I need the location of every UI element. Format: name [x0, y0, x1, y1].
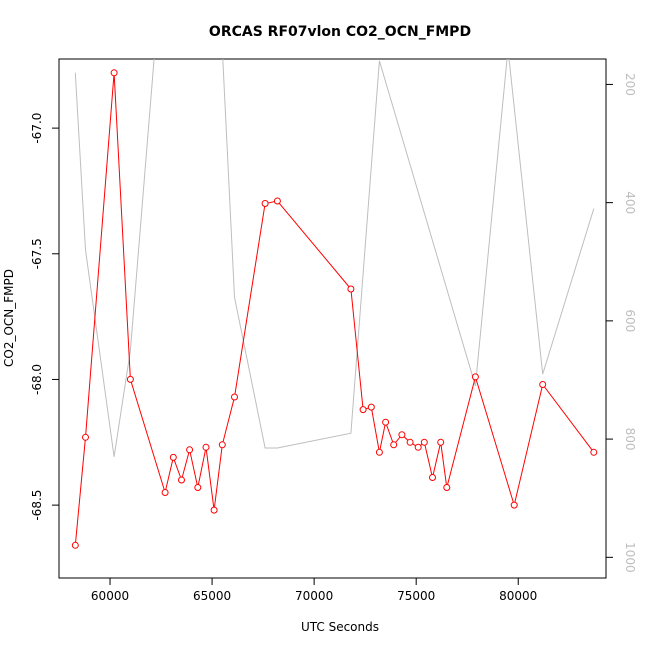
data-point: [420, 438, 428, 446]
data-point: [539, 381, 547, 388]
plot-area: [58, 58, 607, 579]
x-axis: 60000 65000 70000 75000 80000: [91, 578, 537, 603]
data-point: [398, 431, 406, 439]
data-point: [390, 441, 398, 449]
x-tick-label: 60000: [91, 589, 129, 603]
data-point: [367, 403, 375, 411]
x-tick-label: 75000: [397, 589, 435, 603]
data-point: [359, 406, 367, 414]
right-axis-series-line: [74, 59, 595, 457]
data-point: [110, 69, 118, 77]
primary-series: [71, 69, 598, 549]
x-tick-label: 70000: [295, 589, 333, 603]
data-point: [218, 441, 226, 449]
x-axis-label: UTC Seconds: [301, 620, 379, 634]
x-tick-label: 80000: [499, 589, 537, 603]
data-point: [261, 200, 269, 207]
x-tick-label: 65000: [193, 589, 231, 603]
primary-series-line: [74, 72, 595, 546]
right-y-axis: 200 400 600 800 1000: [606, 73, 637, 573]
data-point: [471, 373, 479, 381]
data-point: [71, 541, 79, 549]
right-y-tick-label: 1000: [623, 542, 637, 573]
data-point: [429, 474, 436, 481]
data-point: [510, 501, 518, 509]
right-axis-series: [74, 59, 595, 457]
right-y-tick-label: 800: [623, 428, 637, 451]
y-axis: -67.0 -67.5 -68.0 -68.5: [30, 113, 59, 521]
data-point: [375, 448, 383, 456]
data-point: [406, 438, 414, 446]
data-point: [443, 484, 451, 491]
right-y-tick-label: 400: [623, 191, 637, 214]
data-point: [186, 446, 194, 454]
data-point: [273, 197, 281, 205]
data-point: [347, 285, 355, 293]
data-point: [126, 375, 134, 383]
data-point: [382, 418, 390, 426]
data-point: [82, 433, 89, 441]
data-point: [202, 443, 210, 451]
data-point: [210, 506, 218, 514]
right-y-tick-label: 600: [623, 309, 637, 332]
y-tick-label: -67.0: [30, 113, 44, 144]
y-tick-label: -67.5: [30, 238, 44, 269]
data-point: [414, 443, 422, 451]
data-point: [161, 489, 169, 496]
right-y-tick-label: 200: [623, 73, 637, 96]
data-point: [590, 448, 598, 456]
data-point: [231, 393, 238, 401]
data-point: [194, 484, 202, 491]
y-tick-label: -68.5: [30, 490, 44, 521]
y-axis-label: CO2_OCN_FMPD: [2, 269, 16, 367]
data-point: [169, 453, 177, 461]
chart-title: ORCAS RF07vlon CO2_OCN_FMPD: [209, 24, 471, 40]
data-point: [178, 476, 185, 484]
y-tick-label: -68.0: [30, 364, 44, 395]
data-point: [437, 438, 445, 446]
